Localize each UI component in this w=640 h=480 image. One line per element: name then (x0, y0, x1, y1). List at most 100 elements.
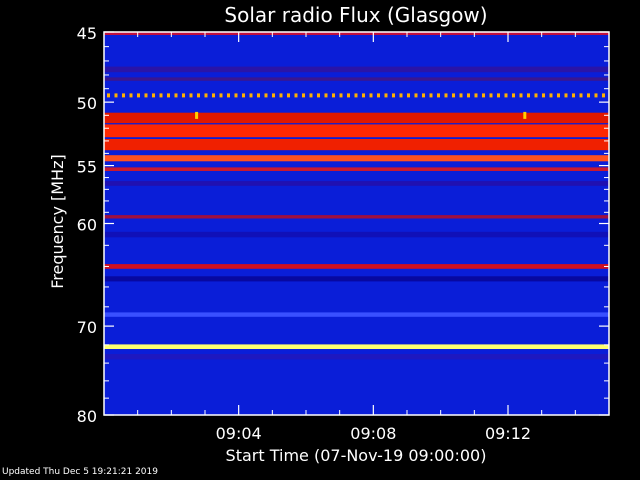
band-dash-segment (287, 93, 290, 98)
y-tick-label: 60 (77, 216, 97, 235)
x-tick-label: 09:04 (216, 424, 262, 443)
band-dash-segment (489, 93, 493, 98)
chart-title: Solar radio Flux (Glasgow) (224, 3, 487, 27)
band-dash-segment (579, 93, 583, 98)
frequency-band (104, 181, 609, 186)
y-tick-label: 55 (77, 158, 97, 177)
x-axis: 09:04 09:08 09:12 (137, 32, 576, 443)
frequency-band (104, 264, 609, 269)
band-dash-segment (107, 93, 110, 98)
band-dash-segment (152, 93, 155, 98)
band-dash-segment (384, 93, 388, 98)
band-dash-segment (197, 93, 200, 98)
band-dash-segment (429, 93, 433, 98)
band-dash-segment (407, 93, 410, 98)
band-dash-segment (594, 93, 598, 98)
band-dash-segment (204, 93, 208, 98)
band-dash-segment (219, 93, 223, 98)
band-dash-segment (474, 93, 478, 98)
band-dash-segment (437, 93, 440, 98)
frequency-band (104, 344, 609, 349)
band-dash-segment (362, 93, 365, 98)
frequency-band (104, 155, 609, 162)
band-dash-segment (542, 93, 545, 98)
x-axis-label: Start Time (07-Nov-19 09:00:00) (226, 446, 487, 465)
band-dash-segment (302, 93, 305, 98)
band-dash-segment (369, 93, 373, 98)
frequency-band (104, 312, 609, 317)
band-dash-segment (482, 93, 485, 98)
frequency-band (104, 354, 609, 360)
band-dash-segment (189, 93, 193, 98)
updated-timestamp: Updated Thu Dec 5 19:21:21 2019 (2, 467, 158, 477)
band-dash-segment (182, 93, 185, 98)
frequency-band (104, 77, 609, 81)
band-dash-segment (399, 93, 403, 98)
band-dash-segment (174, 93, 178, 98)
frequency-band (104, 32, 609, 35)
band-dash-segment (497, 93, 500, 98)
band-dash-segment (422, 93, 425, 98)
band-dash-segment (512, 93, 515, 98)
band-dash-segment (452, 93, 455, 98)
band-dash-segment (122, 93, 125, 98)
frequency-band (104, 167, 609, 171)
band-dash-segment (392, 93, 395, 98)
frequency-band (104, 112, 609, 124)
band-dash-segment (234, 93, 238, 98)
plot-area (103, 31, 610, 416)
band-dash-segment (347, 93, 350, 98)
frequency-band (104, 124, 609, 138)
band-dash-segment (144, 93, 148, 98)
band-dash-segment (227, 93, 230, 98)
band-dashed (107, 93, 605, 98)
band-dash-segment (294, 93, 298, 98)
band-dash-segment (519, 93, 523, 98)
band-dash-segment (339, 93, 343, 98)
band-dash-segment (444, 93, 448, 98)
band-dash-segment (587, 93, 590, 98)
y-axis-label: Frequency [MHz] (48, 154, 67, 288)
x-tick-label: 09:08 (350, 424, 396, 443)
frequency-band (104, 139, 609, 151)
y-tick-label: 80 (77, 407, 97, 426)
band-dash-segment (549, 93, 553, 98)
band-dash-segment (527, 93, 530, 98)
band-dash-segment (129, 93, 133, 98)
band-dash-segment (159, 93, 163, 98)
band-dash-segment (572, 93, 575, 98)
y-tick-label: 70 (77, 318, 97, 337)
band-dash-segment (354, 93, 358, 98)
band-dash-segment (557, 93, 560, 98)
band-dash-segment (264, 93, 268, 98)
band-dash-segment (114, 93, 118, 98)
band-dash-segment (564, 93, 568, 98)
band-dash-segment (279, 93, 283, 98)
band-dash-segment (137, 93, 140, 98)
frequency-band (104, 276, 609, 282)
y-axis: 45 50 55 60 70 80 (77, 24, 609, 426)
band-dash-segment (257, 93, 260, 98)
band-dash-segment (602, 93, 605, 98)
band-dash-segment (309, 93, 313, 98)
burst-marker (523, 111, 527, 119)
burst-marker (195, 111, 199, 119)
band-dash-segment (249, 93, 253, 98)
band-dash-segment (467, 93, 470, 98)
band-dash-segment (212, 93, 215, 98)
band-dash-segment (504, 93, 508, 98)
band-dash-segment (534, 93, 538, 98)
band-dash-segment (167, 93, 170, 98)
band-dash-segment (459, 93, 463, 98)
band-dash-segment (272, 93, 275, 98)
band-dash-segment (242, 93, 245, 98)
frequency-band (104, 231, 609, 238)
y-tick-label: 50 (77, 94, 97, 113)
band-dash-segment (414, 93, 418, 98)
frequency-band (104, 66, 609, 73)
x-tick-label: 09:12 (485, 424, 531, 443)
band-dash-segment (377, 93, 380, 98)
frequency-band (104, 215, 609, 219)
y-tick-label: 45 (77, 24, 97, 43)
